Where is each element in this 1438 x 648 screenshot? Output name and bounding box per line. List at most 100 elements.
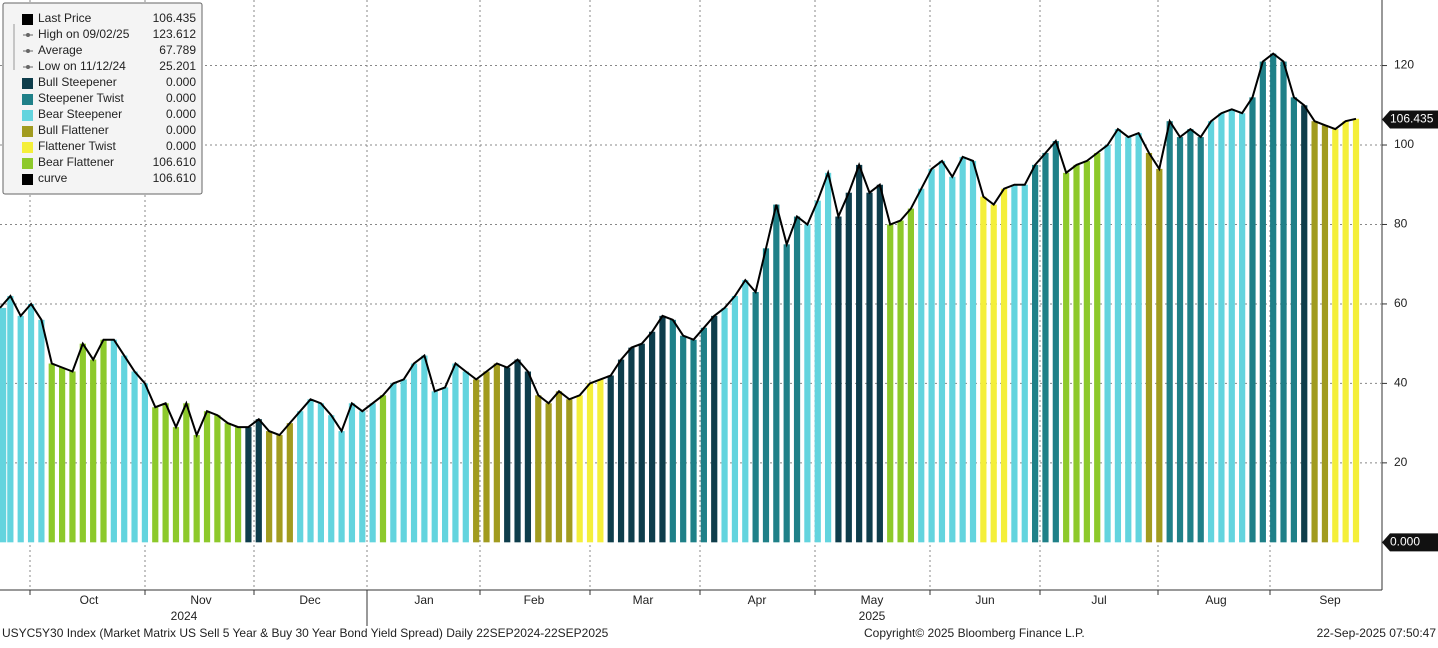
bar bbox=[1290, 97, 1297, 543]
legend-label: Bull Steepener bbox=[38, 75, 117, 89]
bar bbox=[141, 383, 149, 543]
legend-value: 0.000 bbox=[166, 139, 196, 153]
legend: Last Price 106.435 High on 09/02/25 123.612… bbox=[2, 2, 203, 195]
zero-marker bbox=[1382, 533, 1438, 552]
bar bbox=[255, 419, 262, 543]
bar bbox=[100, 339, 107, 543]
bar bbox=[245, 427, 252, 543]
zero-label: 0.000 bbox=[1390, 534, 1420, 548]
bar bbox=[700, 327, 707, 543]
x-tick-label: Oct bbox=[80, 593, 99, 607]
bar bbox=[1083, 160, 1090, 543]
y-tick-label: 40 bbox=[1394, 376, 1408, 390]
legend-value: 106.435 bbox=[153, 11, 197, 25]
bar bbox=[59, 367, 66, 543]
footer-left: USYC5Y30 Index (Market Matrix US Sell 5 … bbox=[2, 626, 609, 640]
bar bbox=[1301, 105, 1308, 543]
bar bbox=[845, 192, 852, 543]
bar bbox=[79, 343, 86, 543]
bar bbox=[266, 431, 273, 543]
bar bbox=[938, 160, 946, 543]
bar bbox=[969, 160, 977, 543]
legend-swatch bbox=[22, 78, 33, 89]
bar bbox=[1207, 121, 1215, 543]
bar bbox=[690, 339, 697, 543]
bar bbox=[1239, 113, 1246, 543]
bar bbox=[297, 411, 304, 543]
legend-label: Bear Steepener bbox=[38, 107, 122, 121]
bar bbox=[866, 192, 873, 543]
curve-line bbox=[0, 52, 1357, 438]
bar bbox=[110, 339, 117, 543]
x-tick-label: Sep bbox=[1319, 593, 1341, 607]
y-tick-label: 80 bbox=[1394, 217, 1408, 231]
bar bbox=[1145, 152, 1153, 543]
bar bbox=[1073, 164, 1080, 543]
legend-value: 0.000 bbox=[166, 75, 196, 89]
bar bbox=[203, 411, 211, 543]
bar bbox=[762, 248, 770, 543]
bar bbox=[504, 367, 511, 543]
bar bbox=[193, 435, 200, 543]
bar bbox=[1321, 125, 1329, 543]
bar bbox=[483, 371, 490, 543]
bar bbox=[918, 188, 925, 543]
bar bbox=[773, 204, 780, 543]
bar bbox=[1094, 152, 1101, 543]
bar bbox=[224, 423, 231, 543]
bar bbox=[234, 427, 242, 543]
bar bbox=[949, 176, 956, 543]
bar bbox=[555, 391, 563, 543]
bar bbox=[379, 395, 387, 543]
legend-value: 123.612 bbox=[153, 27, 197, 41]
bar bbox=[183, 403, 190, 543]
bar bbox=[1011, 184, 1018, 543]
plot: 20 40 60 80 100 120 Oct Nov Dec Jan Feb Mar Apr May Ju… bbox=[0, 0, 1438, 626]
bar bbox=[48, 363, 55, 543]
bar bbox=[162, 403, 169, 543]
bar bbox=[793, 216, 801, 543]
bar bbox=[1125, 137, 1132, 543]
bar bbox=[1042, 152, 1049, 543]
bar bbox=[576, 395, 583, 543]
bar bbox=[452, 363, 459, 543]
bar bbox=[959, 156, 966, 543]
x-tick-label: Nov bbox=[190, 593, 211, 607]
x-tick-label: Aug bbox=[1205, 593, 1226, 607]
bar bbox=[369, 403, 376, 543]
bar bbox=[0, 307, 7, 543]
year-label: 2025 bbox=[859, 609, 886, 623]
legend-label: curve bbox=[38, 171, 68, 185]
legend-value: 0.000 bbox=[166, 107, 196, 121]
bar bbox=[421, 355, 428, 543]
bar bbox=[1352, 118, 1360, 543]
bar bbox=[276, 435, 283, 543]
bar bbox=[1000, 188, 1008, 543]
bar bbox=[131, 371, 138, 543]
bar bbox=[669, 319, 676, 543]
bar bbox=[121, 355, 128, 543]
legend-value: 0.000 bbox=[166, 123, 196, 137]
y-tick-label: 20 bbox=[1394, 455, 1408, 469]
bar bbox=[638, 343, 645, 543]
bar bbox=[1228, 109, 1235, 543]
bar bbox=[711, 315, 718, 543]
x-tick-label: Mar bbox=[633, 593, 654, 607]
bar bbox=[835, 216, 842, 543]
bar bbox=[7, 295, 14, 543]
bar bbox=[1166, 121, 1173, 543]
legend-label: Bull Flattener bbox=[38, 123, 109, 137]
bar bbox=[38, 319, 45, 543]
bar bbox=[607, 375, 614, 543]
bar bbox=[1280, 61, 1287, 543]
bar bbox=[628, 347, 635, 543]
y-tick-label: 60 bbox=[1394, 296, 1408, 310]
bar bbox=[721, 307, 728, 543]
bar bbox=[752, 292, 759, 543]
legend-label: Low on 11/12/24 bbox=[38, 59, 126, 73]
bar bbox=[286, 423, 293, 543]
x-tick-label: Jan bbox=[414, 593, 433, 607]
bar bbox=[586, 383, 594, 543]
bar bbox=[1270, 53, 1277, 543]
